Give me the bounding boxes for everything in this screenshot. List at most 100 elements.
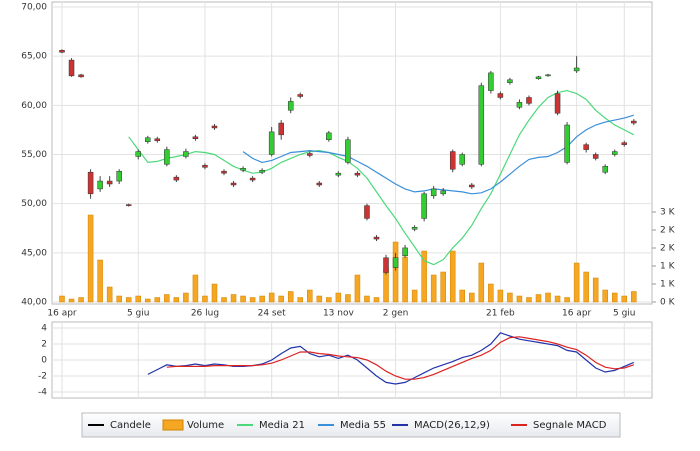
y-tick-label: 50,00	[21, 199, 47, 209]
candle-body	[469, 184, 475, 188]
legend-label: Segnale MACD	[533, 420, 607, 431]
volume-bar	[421, 250, 427, 303]
volume-bar	[249, 297, 256, 303]
candle-body	[125, 204, 132, 206]
volume-bar	[459, 289, 466, 303]
candle-body	[97, 180, 103, 190]
candle-body	[488, 72, 494, 91]
x-tick-label: 2 gen	[383, 309, 409, 319]
y2-tick-label: 1 K	[660, 280, 676, 290]
candle-body	[440, 190, 446, 195]
y2-tick-label: 1 K	[660, 262, 676, 272]
candle-body	[430, 188, 437, 197]
volume-bar	[145, 298, 151, 303]
volume-bar	[592, 277, 599, 303]
x-tick-label: 5 giu	[127, 309, 150, 319]
volume-bar	[59, 295, 65, 303]
candle-body	[135, 151, 141, 157]
y-tick-label: 55,00	[21, 150, 47, 160]
candle-body	[554, 93, 561, 114]
candle-body	[116, 170, 122, 182]
volume-bar	[268, 292, 275, 303]
volume-bar	[526, 297, 532, 303]
candle-body	[364, 205, 370, 219]
volume-bar	[316, 295, 323, 303]
candle-body	[307, 153, 313, 156]
x-tick-label: 21 feb	[486, 309, 515, 319]
candle-body	[526, 97, 532, 104]
volume-bar	[354, 274, 361, 303]
line-series	[166, 336, 634, 380]
legend-label: MACD(26,12,9)	[414, 420, 490, 431]
volume-bar	[497, 289, 504, 303]
candle-body	[59, 50, 65, 53]
candle-body	[249, 177, 256, 181]
volume-bar	[297, 297, 303, 303]
volume-bar	[154, 297, 161, 303]
y-tick-label: 0	[41, 356, 47, 366]
candle-body	[592, 154, 599, 159]
volume-bar	[259, 295, 265, 303]
volume-bar	[488, 283, 494, 303]
candle-body	[173, 176, 180, 181]
y2-tick-label: 0 K	[660, 298, 676, 308]
volume-bar	[68, 298, 75, 303]
candle-body	[297, 94, 303, 97]
x-tick-label: 26 lug	[191, 309, 219, 319]
candle-body	[478, 85, 485, 165]
volume-bar	[469, 292, 475, 303]
y2-tick-label: 2 K	[660, 226, 676, 236]
volume-bar	[326, 297, 332, 303]
candle-body	[564, 124, 570, 163]
y-tick-label: 45,00	[21, 248, 47, 258]
volume-bar	[573, 262, 580, 303]
volume-bar	[183, 292, 189, 303]
candle-body	[392, 257, 399, 268]
candle-body	[87, 171, 94, 195]
candle-body	[507, 79, 513, 83]
volume-bar	[287, 291, 294, 303]
volume-bar	[583, 271, 589, 303]
volume-bar	[192, 274, 199, 303]
volume-bar	[535, 294, 542, 303]
volume-bar	[440, 271, 446, 303]
candle-body	[106, 180, 113, 185]
legend-label: Candele	[110, 420, 151, 431]
candle-body	[259, 169, 265, 173]
candle-body	[631, 120, 637, 124]
y-tick-label: 40,00	[21, 298, 47, 308]
volume-bar	[125, 297, 132, 303]
candle-body	[221, 170, 227, 174]
candle-body	[78, 74, 84, 78]
candle-body	[459, 154, 466, 165]
volume-bar	[545, 292, 551, 303]
y-tick-label: 2	[41, 340, 47, 350]
volume-bar	[364, 295, 370, 303]
volume-bar	[106, 286, 113, 303]
candle-body	[354, 172, 361, 176]
volume-bar	[87, 214, 94, 303]
volume-bar	[135, 295, 141, 303]
legend-swatch	[162, 419, 184, 431]
y2-tick-label: 2 K	[660, 244, 676, 254]
x-tick-label: 24 set	[258, 309, 287, 319]
x-tick-label: 16 apr	[562, 309, 592, 319]
volume-bar	[164, 294, 170, 303]
candle-body	[278, 122, 284, 136]
candle-body	[183, 151, 189, 157]
candle-body	[602, 166, 608, 173]
candle-body	[326, 132, 332, 141]
volume-bar	[564, 297, 570, 303]
volume-bar	[631, 291, 637, 303]
legend-label: Media 55	[340, 420, 386, 431]
candle-body	[449, 151, 456, 170]
candle-body	[211, 125, 218, 129]
volume-bar	[392, 241, 399, 303]
volume-bar	[602, 289, 608, 303]
line-series	[128, 89, 635, 266]
legend-label: Volume	[187, 420, 224, 431]
y-tick-label: 4	[41, 324, 47, 334]
candle-body	[535, 76, 542, 80]
volume-bar	[240, 295, 246, 303]
legend-label: Media 21	[259, 420, 305, 431]
